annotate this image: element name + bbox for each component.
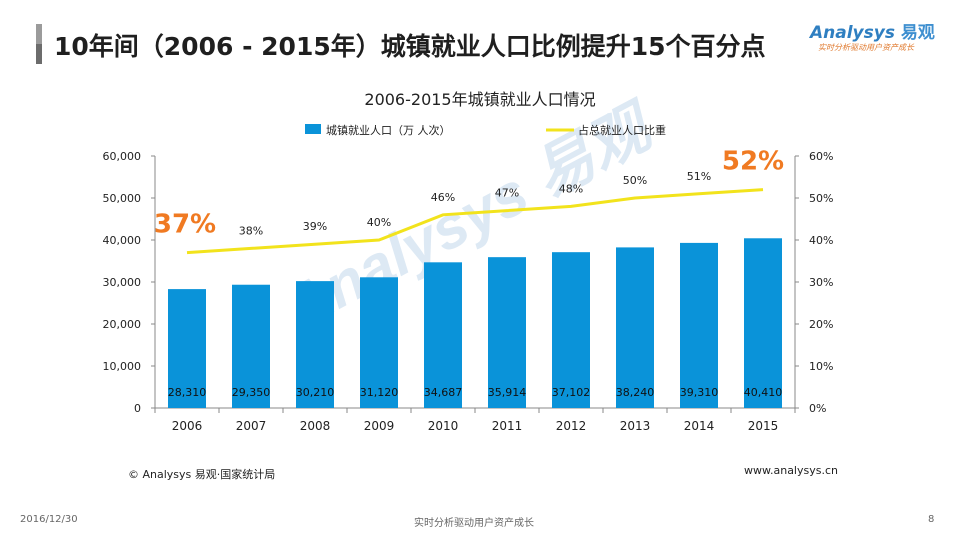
- bar: [360, 277, 398, 408]
- x-tick-label: 2015: [748, 419, 779, 433]
- legend: 城镇就业人口（万 人次） 占总就业人口比重: [305, 123, 666, 137]
- percent-label: 48%: [559, 182, 583, 195]
- footer-date: 2016/12/30: [20, 514, 78, 525]
- bar-series: [168, 238, 782, 408]
- bar: [680, 242, 718, 408]
- line-series: [186, 188, 764, 255]
- bar: [296, 281, 334, 408]
- x-tick-label: 2011: [492, 419, 523, 433]
- bar-value-label: 29,350: [232, 386, 271, 399]
- y-right-tick-label: 60%: [809, 150, 833, 163]
- y-right-tick-label: 10%: [809, 360, 833, 373]
- data-labels: 28,310 29,350 30,210 31,120 34,687 35,914 37,1…: [154, 147, 784, 399]
- bar-value-label: 34,687: [424, 386, 463, 399]
- x-tick-label: 2006: [172, 419, 203, 433]
- bar-value-label: 31,120: [360, 386, 399, 399]
- y-right-tick-label: 40%: [809, 234, 833, 247]
- x-tick-label: 2007: [236, 419, 267, 433]
- x-tick-label: 2010: [428, 419, 459, 433]
- website-url[interactable]: www.analysys.cn: [744, 464, 838, 477]
- y-right-tick-label: 0%: [809, 402, 826, 415]
- chart-title: 2006-2015年城镇就业人口情况: [364, 90, 595, 109]
- y-left-tick-label: 30,000: [103, 276, 142, 289]
- title-accent-bar: [36, 24, 42, 64]
- bar: [552, 252, 590, 408]
- bar-value-label: 39,310: [680, 386, 719, 399]
- percent-label: 40%: [367, 216, 391, 229]
- page-title: 10年间（2006 - 2015年）城镇就业人口比例提升15个百分点: [54, 32, 766, 61]
- percent-label: 51%: [687, 170, 711, 183]
- brand-name-cn: 易观: [900, 23, 935, 43]
- footer-tagline: 实时分析驱动用户资产成长: [414, 518, 534, 529]
- bar: [616, 247, 654, 408]
- x-tick-label: 2014: [684, 419, 715, 433]
- x-tick-label: 2009: [364, 419, 395, 433]
- x-tick-label: 2013: [620, 419, 651, 433]
- legend-line-label: 占总就业人口比重: [578, 123, 666, 137]
- highlight-percent-label: 37%: [154, 210, 216, 240]
- brand-name: Analysys 易观: [810, 18, 935, 43]
- source-note: © Analysys 易观·国家统计局: [128, 468, 276, 481]
- page-number: 8: [928, 514, 935, 525]
- percent-label: 47%: [495, 187, 519, 200]
- brand-logo: Analysys 易观 实时分析驱动用户资产成长: [810, 18, 940, 58]
- y-left-tick-label: 60,000: [103, 150, 142, 163]
- bar: [232, 284, 270, 408]
- highlight-percent-label: 52%: [722, 147, 784, 177]
- bar-value-label: 35,914: [488, 386, 527, 399]
- x-tick-label: 2008: [300, 419, 331, 433]
- bar-value-label: 37,102: [552, 386, 591, 399]
- bar-value-label: 30,210: [296, 386, 335, 399]
- y-right-tick-label: 30%: [809, 276, 833, 289]
- legend-bar-label: 城镇就业人口（万 人次）: [326, 123, 451, 137]
- bar-value-label: 38,240: [616, 386, 655, 399]
- brand-name-en: Analysys: [810, 23, 895, 43]
- bar-value-label: 40,410: [744, 386, 783, 399]
- y-right-tick-label: 20%: [809, 318, 833, 331]
- y-right-tick-label: 50%: [809, 192, 833, 205]
- legend-bar-swatch: [305, 124, 321, 134]
- y-left-tick-label: 50,000: [103, 192, 142, 205]
- y-left-tick-label: 40,000: [103, 234, 142, 247]
- line-path: [186, 188, 764, 255]
- bar: [168, 289, 206, 408]
- brand-tagline: 实时分析驱动用户资产成长: [818, 43, 914, 52]
- bar: [488, 257, 526, 408]
- bar: [424, 262, 462, 408]
- y-left-tick-label: 20,000: [103, 318, 142, 331]
- bar: [744, 238, 782, 408]
- percent-label: 46%: [431, 191, 455, 204]
- percent-label: 38%: [239, 224, 263, 237]
- bar-value-label: 28,310: [168, 386, 207, 399]
- percent-label: 39%: [303, 220, 327, 233]
- y-left-tick-label: 10,000: [103, 360, 142, 373]
- y-left-tick-label: 0: [134, 402, 141, 415]
- percent-label: 50%: [623, 174, 647, 187]
- x-tick-label: 2012: [556, 419, 587, 433]
